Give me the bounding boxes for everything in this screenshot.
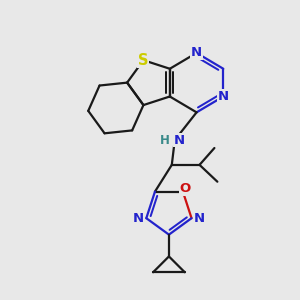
Text: N: N	[174, 134, 185, 147]
Text: N: N	[191, 46, 202, 59]
Text: N: N	[218, 90, 229, 103]
Text: N: N	[194, 212, 205, 225]
Text: N: N	[133, 212, 144, 225]
Text: H: H	[160, 134, 170, 147]
Text: O: O	[179, 182, 191, 195]
Text: S: S	[138, 53, 149, 68]
